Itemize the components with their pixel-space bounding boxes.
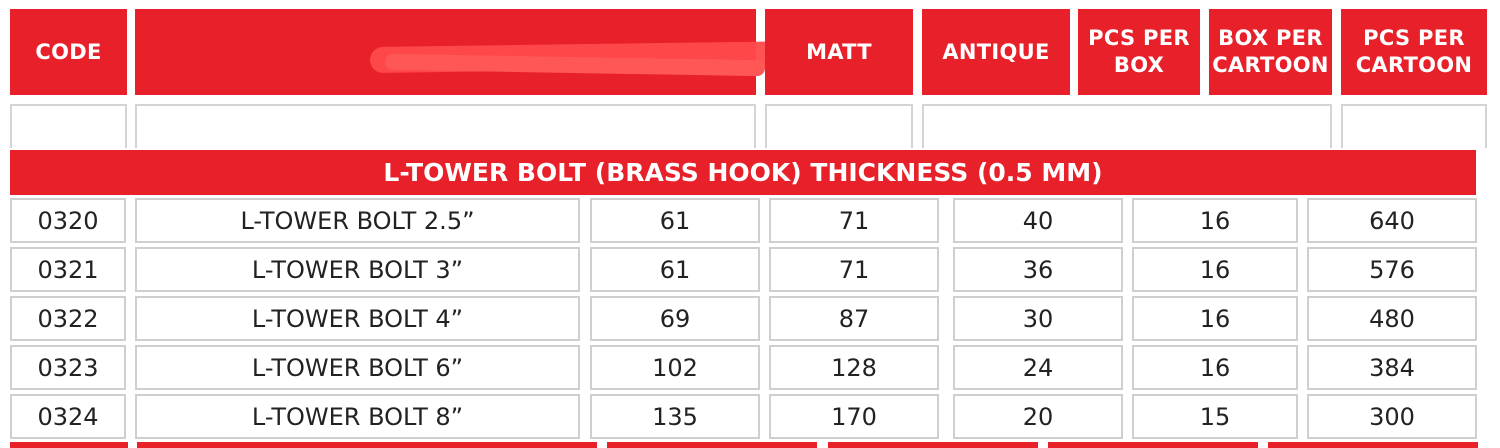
cell-product-name: L-TOWER BOLT 2.5” [135, 198, 580, 243]
header-matt: MATT [765, 9, 913, 95]
cell-antique: 170 [769, 394, 939, 439]
next-header-strip [828, 442, 1038, 448]
cell-pcs-per-box: 30 [953, 296, 1123, 341]
cell-pcs-per-cartoon: 576 [1307, 247, 1477, 292]
cell-code: 0323 [10, 345, 126, 390]
cell-code: 0324 [10, 394, 126, 439]
cell-pcs-per-cartoon: 640 [1307, 198, 1477, 243]
cell-code: 0321 [10, 247, 126, 292]
section-title: L-TOWER BOLT (BRASS HOOK) THICKNESS (0.5… [10, 150, 1476, 195]
cell-box-per-cartoon: 16 [1132, 198, 1298, 243]
header-pcs-per-cartoon: PCS PER CARTOON [1341, 9, 1487, 95]
cell-pcs-per-box: 40 [953, 198, 1123, 243]
next-header-strip [1268, 442, 1478, 448]
cell-antique: 71 [769, 247, 939, 292]
header-antique: ANTIQUE [922, 9, 1070, 95]
cell-matt: 135 [590, 394, 760, 439]
cell-antique: 128 [769, 345, 939, 390]
cell-matt: 61 [590, 198, 760, 243]
header-code: CODE [10, 9, 127, 95]
cell-product-name: L-TOWER BOLT 3” [135, 247, 580, 292]
cell-pcs-per-box: 24 [953, 345, 1123, 390]
blank-cell [135, 104, 756, 148]
header-pcs-per-box: PCS PER BOX [1078, 9, 1200, 95]
cell-box-per-cartoon: 16 [1132, 345, 1298, 390]
cell-matt: 102 [590, 345, 760, 390]
cell-pcs-per-cartoon: 480 [1307, 296, 1477, 341]
cell-product-name: L-TOWER BOLT 8” [135, 394, 580, 439]
next-header-strip [1048, 442, 1258, 448]
blank-cell [10, 104, 127, 148]
cell-pcs-per-box: 36 [953, 247, 1123, 292]
cell-pcs-per-cartoon: 300 [1307, 394, 1477, 439]
cell-product-name: L-TOWER BOLT 4” [135, 296, 580, 341]
blank-cell [765, 104, 913, 148]
next-header-strip [10, 442, 128, 448]
cell-box-per-cartoon: 16 [1132, 296, 1298, 341]
next-header-strip [607, 442, 817, 448]
cell-code: 0320 [10, 198, 126, 243]
next-header-strip [137, 442, 597, 448]
cell-code: 0322 [10, 296, 126, 341]
cell-pcs-per-box: 20 [953, 394, 1123, 439]
cell-antique: 87 [769, 296, 939, 341]
cell-box-per-cartoon: 16 [1132, 247, 1298, 292]
cell-pcs-per-cartoon: 384 [1307, 345, 1477, 390]
header-box-per-cartoon: BOX PER CARTOON [1209, 9, 1332, 95]
cell-box-per-cartoon: 15 [1132, 394, 1298, 439]
cell-matt: 69 [590, 296, 760, 341]
cell-matt: 61 [590, 247, 760, 292]
header-description [135, 9, 816, 95]
cell-product-name: L-TOWER BOLT 6” [135, 345, 580, 390]
cell-antique: 71 [769, 198, 939, 243]
blank-cell [922, 104, 1332, 148]
blank-cell [1341, 104, 1487, 148]
